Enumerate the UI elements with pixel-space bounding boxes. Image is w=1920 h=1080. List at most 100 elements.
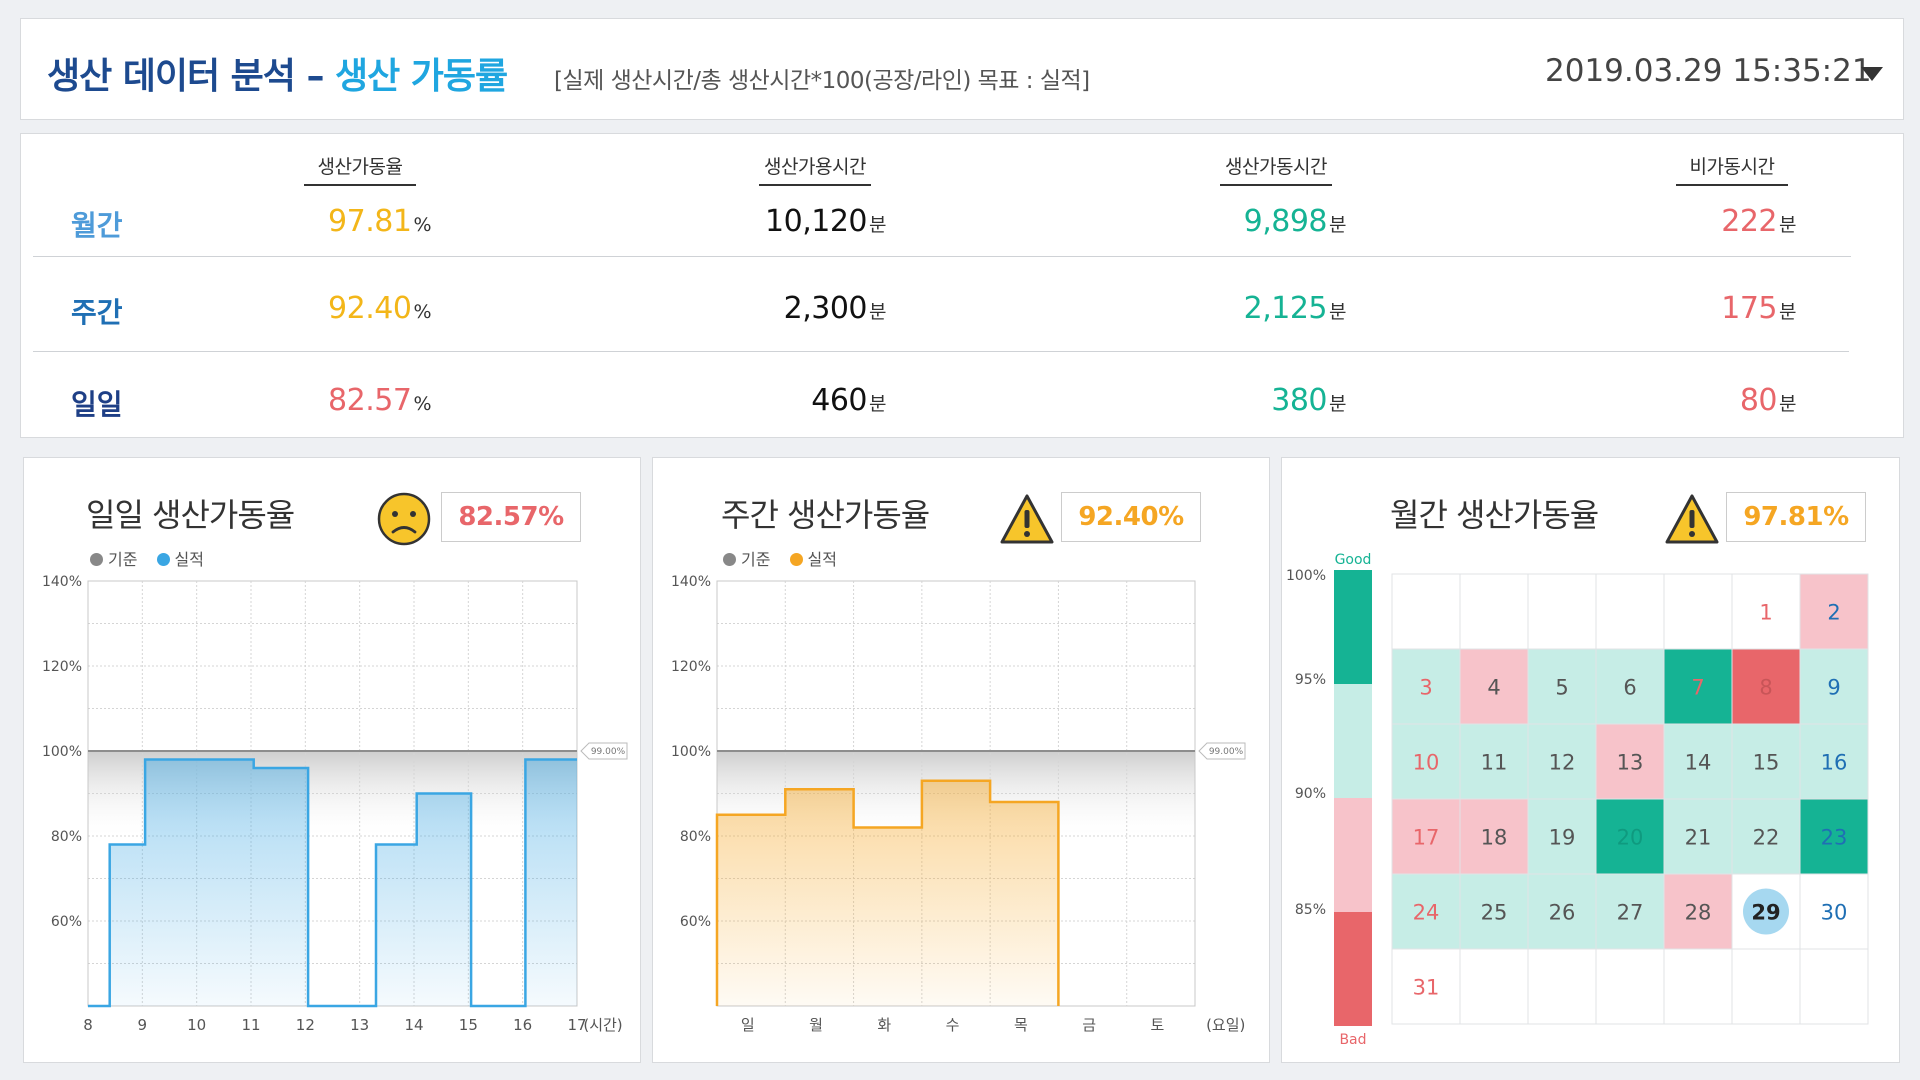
y-tick-label: 140%	[42, 574, 82, 590]
x-tick-label: 일	[741, 1016, 755, 1034]
baseline-label: 99.00%	[591, 747, 626, 757]
x-tick-label: 16	[513, 1016, 532, 1034]
daily-down: 80 분	[1611, 383, 1797, 418]
x-tick-label: 토	[1151, 1016, 1165, 1034]
calendar-day-cell	[1799, 573, 1869, 650]
daily-legend: 기준 실적	[90, 546, 218, 570]
legend-base-label: 기준	[108, 550, 138, 569]
weekly-chart-title: 주간 생산가동율	[721, 496, 930, 534]
scale-segment	[1334, 684, 1372, 798]
page-header: 생산 데이터 분석 – 생산 가동률 [실제 생산시간/총 생산시간*100(공…	[20, 18, 1904, 120]
weekly-legend: 기준 실적	[723, 546, 851, 570]
daily-chart-title: 일일 생산가동율	[86, 496, 295, 534]
baseline-tag	[580, 742, 628, 760]
calendar-day-cell	[1799, 873, 1869, 950]
x-tick-label: 10	[187, 1016, 206, 1034]
sad-face-icon	[377, 492, 431, 546]
legend-actual-label: 실적	[807, 550, 837, 569]
daily-available: 460 분	[701, 383, 886, 418]
y-tick-label: 80%	[680, 829, 711, 845]
weekly-available: 2,300 분	[701, 291, 887, 326]
calendar-day-cell	[1459, 648, 1529, 725]
calendar-day-label: 16	[1821, 751, 1848, 775]
x-tick-label: 15	[459, 1016, 478, 1034]
daily-rate-unit: %	[413, 393, 431, 415]
daily-area-chart: 140% 120% 100% 80% 60% 99.00% 8 9 10 11 12 13 14 15 16…	[42, 574, 628, 1034]
monthly-available: 10,120 분	[701, 204, 886, 239]
calendar-day-cell	[1595, 648, 1665, 725]
monthly-chart-panel: 월간 생산가동율 97.81% Good Bad 100% 95% 90% 85% 1 2 3 4…	[1281, 457, 1900, 1063]
legend-actual-dot	[789, 553, 803, 566]
weekly-down-unit: 분	[1779, 301, 1796, 323]
scale-tick-label: 85%	[1295, 902, 1326, 918]
daily-operating-unit: 분	[1329, 393, 1346, 415]
scale-bad-label: Bad	[1339, 1032, 1366, 1048]
calendar-cell	[1663, 573, 1733, 650]
y-tick-label: 120%	[671, 659, 711, 675]
daily-available-value: 460	[811, 383, 868, 418]
legend-actual: 실적	[156, 550, 204, 569]
monthly-operating-unit: 분	[1329, 214, 1346, 236]
legend-base: 기준	[90, 550, 137, 569]
calendar-day-cell	[1527, 648, 1597, 725]
daily-available-unit: 분	[869, 393, 886, 415]
calendar-day-label: 26	[1549, 901, 1576, 925]
legend-base-dot	[90, 553, 103, 566]
calendar-day-label: 12	[1549, 751, 1576, 775]
calendar-day-cell	[1663, 648, 1733, 725]
calendar-day-label: 6	[1623, 676, 1636, 700]
calendar-day-cell	[1391, 948, 1461, 1025]
series-line	[88, 758, 577, 1008]
weekly-chart-panel: 주간 생산가동율 92.40% 기준 실적 140% 120% 100% 80% 60%…	[652, 457, 1270, 1063]
weekly-rate: 92.40%	[281, 291, 431, 326]
calendar-day-cell	[1459, 873, 1529, 950]
calendar-day-label: 15	[1753, 751, 1780, 775]
daily-rate-value: 82.57	[328, 383, 412, 418]
warning-icon	[1665, 494, 1719, 544]
calendar-day-label: 13	[1617, 751, 1644, 775]
calendar-day-label: 14	[1685, 751, 1712, 775]
monthly-rate-unit: %	[413, 214, 431, 236]
monthly-status-value: 97.81%	[1726, 492, 1866, 542]
monthly-available-unit: 분	[869, 214, 886, 236]
calendar-day-cell	[1595, 873, 1665, 950]
row-divider	[33, 256, 1851, 257]
col-head-available: 생산가용시간	[759, 152, 871, 186]
weekly-operating-unit: 분	[1329, 301, 1346, 323]
calendar-day-cell	[1527, 873, 1597, 950]
scale-segment	[1334, 912, 1372, 1026]
daily-rate: 82.57%	[281, 383, 431, 418]
summary-table: 생산가동율 생산가용시간 생산가동시간 비가동시간 월간 97.81% 10,1…	[20, 133, 1904, 438]
calendar-day-label: 11	[1481, 751, 1508, 775]
calendar-day-label: 28	[1685, 901, 1712, 925]
weekly-operating-value: 2,125	[1243, 291, 1328, 326]
y-tick-label: 60%	[51, 914, 82, 930]
calendar-cell	[1799, 948, 1869, 1025]
calendar-day-label: 5	[1555, 676, 1568, 700]
page-description: [실제 생산시간/총 생산시간*100(공장/라인) 목표 : 실적]	[554, 68, 1090, 94]
calendar-day-label: 25	[1481, 901, 1508, 925]
monthly-rate: 97.81%	[281, 204, 431, 239]
series-area	[88, 759, 577, 1006]
chevron-down-icon[interactable]	[1861, 67, 1883, 81]
y-tick-label: 100%	[42, 744, 82, 760]
datetime-display: 2019.03.29 15:35:21	[1545, 53, 1872, 89]
monthly-operating: 9,898 분	[1161, 204, 1347, 239]
monthly-status-text: 97.81%	[1743, 502, 1849, 532]
daily-status-value: 82.57%	[441, 492, 581, 542]
x-tick-label: 수	[946, 1016, 960, 1034]
calendar-day-label: 19	[1549, 826, 1576, 850]
today-marker	[1743, 888, 1789, 935]
legend-actual-label: 실적	[174, 550, 204, 569]
series-line	[715, 779, 1060, 1006]
calendar-day-label: 10	[1413, 751, 1440, 775]
row-label-monthly: 월간	[71, 209, 123, 242]
col-head-down: 비가동시간	[1676, 152, 1788, 186]
page-title-main: 생산 데이터 분석 –	[47, 56, 335, 97]
daily-operating: 380 분	[1161, 383, 1346, 418]
x-tick-label: 월	[809, 1016, 823, 1034]
weekly-down-value: 175	[1721, 291, 1778, 326]
calendar-cell	[1731, 948, 1801, 1025]
calendar-cell	[1595, 948, 1665, 1025]
